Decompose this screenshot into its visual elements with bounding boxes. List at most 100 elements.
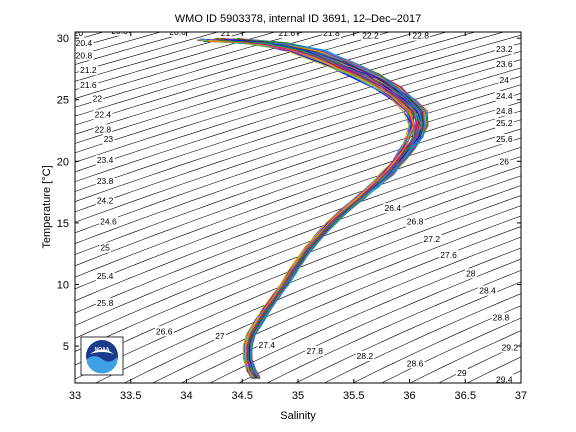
density-contour (323, 293, 521, 383)
contour-label: 22.4 (95, 110, 112, 120)
contour-label: 28.6 (407, 358, 424, 368)
logo-gull (90, 349, 114, 354)
density-contour (0, 0, 5, 432)
density-contour (237, 258, 521, 383)
contour-label-bg (500, 342, 520, 353)
contour-label-bg (495, 59, 514, 70)
contour-label: 29.2 (502, 342, 519, 352)
contour-label-bg (498, 75, 511, 86)
contour-label: 27.2 (424, 234, 441, 244)
contour-label: 29.4 (496, 374, 513, 384)
contour-label: 28.8 (493, 313, 510, 323)
chart-title: WMO ID 5903378, internal ID 3691, 12–Dec… (175, 13, 421, 25)
x-tick-label: 33 (69, 390, 81, 402)
contour-label: 28.2 (357, 351, 374, 361)
contour-label: 23.4 (97, 155, 114, 165)
contour-label: 21 (221, 28, 231, 38)
profile-line (234, 41, 426, 378)
contour-label: 21.6 (279, 28, 296, 38)
density-contour (75, 32, 248, 82)
profile-lines (196, 37, 429, 380)
y-tick-label: 25 (57, 95, 69, 107)
contour-label-bg (79, 79, 98, 90)
contour-label: 21.2 (80, 65, 97, 75)
density-contour (0, 0, 34, 432)
plot-frame (74, 31, 522, 384)
contour-label: 29 (457, 368, 467, 378)
contour-label: 23.2 (496, 44, 513, 54)
contour-label-bg (495, 118, 514, 129)
contour-label: 22.8 (412, 31, 429, 41)
contour-label-bg (110, 32, 130, 36)
contour-label: 21.8 (323, 28, 340, 38)
contour-labels: 2020.420.821.221.62222.422.82323.423.824… (75, 26, 520, 384)
contour-label-bg (154, 326, 174, 337)
y-tick-label: 10 (57, 279, 69, 291)
density-contour (75, 32, 391, 126)
noaa-logo: NOAA (80, 336, 124, 376)
density-contour (0, 0, 148, 432)
contour-label-bg (102, 134, 115, 145)
contour-label-bg (75, 32, 85, 39)
density-contour (409, 330, 521, 383)
contour-label: 20.8 (111, 26, 128, 36)
density-contour (123, 215, 521, 383)
profile-line (196, 39, 410, 378)
density-contour (209, 247, 521, 383)
contour-label-bg (498, 156, 511, 167)
x-axis-label: Salinity (280, 410, 316, 422)
contour-label-bg (93, 124, 113, 135)
contour-label-bg (405, 216, 425, 227)
contour-label: 23.6 (496, 59, 513, 69)
contour-label-bg (95, 176, 115, 187)
contour-label-bg (491, 312, 511, 323)
y-tick-label: 20 (57, 156, 69, 168)
contour-label-bg (257, 339, 277, 350)
contour-label-bg (277, 32, 297, 39)
density-contour (180, 236, 521, 383)
x-tick-label: 35 (292, 390, 304, 402)
profile-line (219, 40, 422, 380)
contour-label-bg (75, 38, 94, 49)
density-contour (266, 270, 521, 383)
contour-label-bg (99, 216, 118, 227)
contour-label: 24 (500, 75, 510, 85)
contour-label: 24.6 (100, 217, 117, 227)
contour-label-bg (99, 242, 112, 253)
contour-label: 26.4 (385, 203, 402, 213)
contour-label-bg (495, 134, 514, 145)
contour-label: 22.8 (95, 124, 112, 134)
contour-label: 23.8 (97, 176, 114, 186)
density-contour (295, 281, 521, 383)
density-contour (75, 32, 191, 65)
contour-label: 24.8 (496, 106, 513, 116)
density-contour (438, 343, 521, 383)
x-tick-label: 36 (403, 390, 415, 402)
contour-label: 25.8 (97, 298, 114, 308)
contour-label-bg (95, 270, 115, 281)
y-tick-label: 5 (63, 341, 69, 353)
density-contour (75, 32, 362, 117)
contour-label: 27.4 (259, 340, 276, 350)
profile-line (207, 40, 414, 378)
contour-label-bg (495, 91, 514, 102)
contour-label-bg (214, 331, 226, 342)
contour-label: 25.2 (496, 118, 513, 128)
logo-wave (87, 356, 117, 374)
density-contour (352, 305, 521, 383)
density-contour (152, 226, 521, 383)
contour-label: 20.8 (76, 50, 93, 60)
contour-label-bg (95, 195, 115, 206)
contour-label: 25 (100, 243, 110, 253)
